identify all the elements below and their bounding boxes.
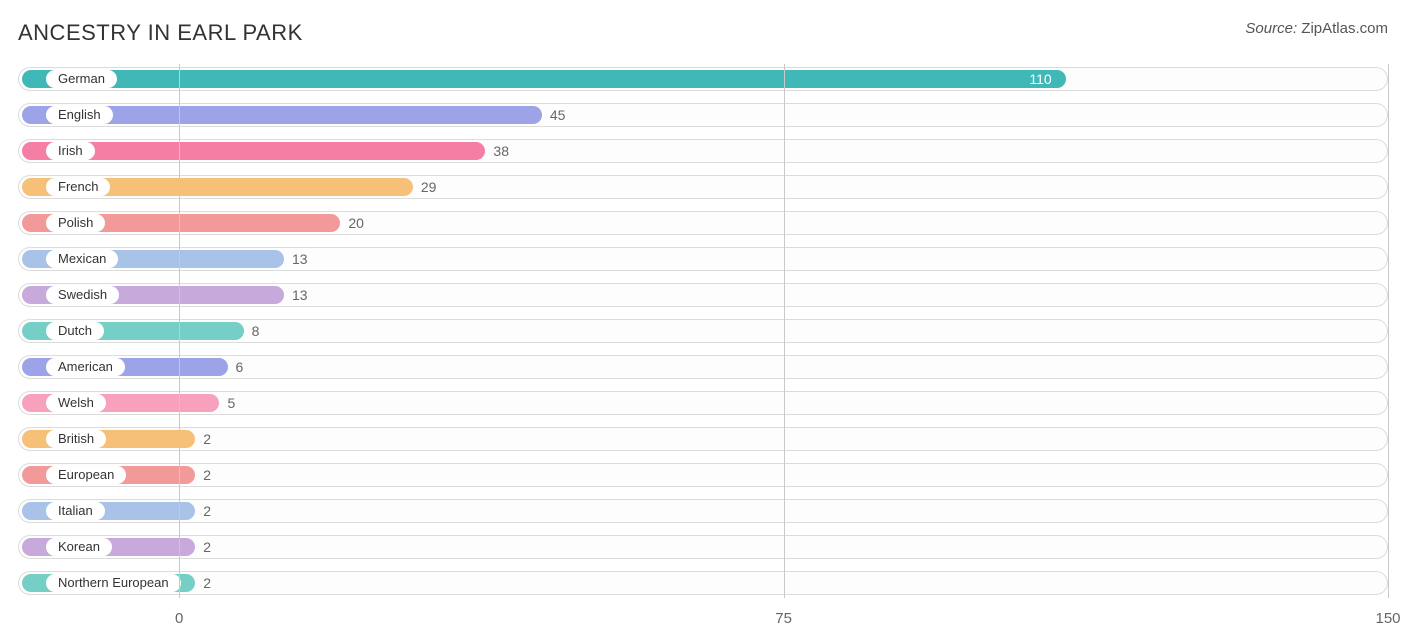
bar-row: British 2: [18, 424, 1388, 454]
bar-label-pill: Irish: [46, 142, 95, 160]
bar-label-pill: German: [46, 70, 117, 88]
bar-row: Irish 38: [18, 136, 1388, 166]
bar-row: Mexican 13: [18, 244, 1388, 274]
bar-value: 2: [203, 430, 211, 448]
bar-value: 8: [252, 322, 260, 340]
bar-row: Polish 20: [18, 208, 1388, 238]
bar-label-pill: American: [46, 358, 125, 376]
bar-label-pill: Korean: [46, 538, 112, 556]
bar-value: 20: [348, 214, 364, 232]
bar-row: French 29: [18, 172, 1388, 202]
bar-track: [18, 463, 1388, 487]
x-tick-label: 150: [1375, 610, 1400, 627]
bar-row: Italian 2: [18, 496, 1388, 526]
bar-label-pill: European: [46, 466, 126, 484]
gridline: [1388, 64, 1389, 598]
bar-track: [18, 499, 1388, 523]
bar-label-pill: Italian: [46, 502, 105, 520]
bar-row: European 2: [18, 460, 1388, 490]
bar-label-pill: Polish: [46, 214, 105, 232]
bar-row: German 110: [18, 64, 1388, 94]
gridline: [179, 64, 180, 598]
bar-row: Northern European 2: [18, 568, 1388, 598]
bar-track: [18, 391, 1388, 415]
bar-value: 13: [292, 250, 308, 268]
gridline: [784, 64, 785, 598]
bar-value: 45: [550, 106, 566, 124]
source-label: Source:: [1245, 20, 1297, 37]
bar-row: Swedish 13: [18, 280, 1388, 310]
bar-value: 2: [203, 574, 211, 592]
chart-header: ANCESTRY IN EARL PARK Source: ZipAtlas.c…: [18, 20, 1388, 46]
bar-track: [18, 571, 1388, 595]
bar-track: [18, 535, 1388, 559]
bar-value: 2: [203, 466, 211, 484]
x-tick-label: 0: [175, 610, 183, 627]
bar-row: American 6: [18, 352, 1388, 382]
bar-value: 110: [1029, 70, 1051, 88]
bar-row: Welsh 5: [18, 388, 1388, 418]
bar-label-pill: French: [46, 178, 110, 196]
bar-track: [18, 427, 1388, 451]
bar-label-pill: British: [46, 430, 106, 448]
bar-label-pill: Welsh: [46, 394, 106, 412]
chart-source: Source: ZipAtlas.com: [1245, 20, 1388, 37]
bar-label-pill: English: [46, 106, 113, 124]
chart-title: ANCESTRY IN EARL PARK: [18, 20, 303, 46]
chart-area: German 110 English 45 Irish 38 French 29 Polish 2…: [18, 64, 1388, 632]
bar-label-pill: Mexican: [46, 250, 118, 268]
bar-value: 2: [203, 502, 211, 520]
bar-row: Dutch 8: [18, 316, 1388, 346]
bar-value: 5: [227, 394, 235, 412]
bar-value: 29: [421, 178, 437, 196]
bar-row: English 45: [18, 100, 1388, 130]
bar-label-pill: Dutch: [46, 322, 104, 340]
bar-value: 6: [236, 358, 244, 376]
bars-container: German 110 English 45 Irish 38 French 29 Polish 2…: [18, 64, 1388, 598]
x-tick-label: 75: [775, 610, 792, 627]
bar-value: 38: [493, 142, 509, 160]
bar-label-pill: Swedish: [46, 286, 119, 304]
bar-label-pill: Northern European: [46, 574, 181, 592]
bar-value: 13: [292, 286, 308, 304]
x-axis: 075150: [18, 604, 1388, 632]
source-value: ZipAtlas.com: [1301, 20, 1388, 37]
bar-value: 2: [203, 538, 211, 556]
bar-row: Korean 2: [18, 532, 1388, 562]
